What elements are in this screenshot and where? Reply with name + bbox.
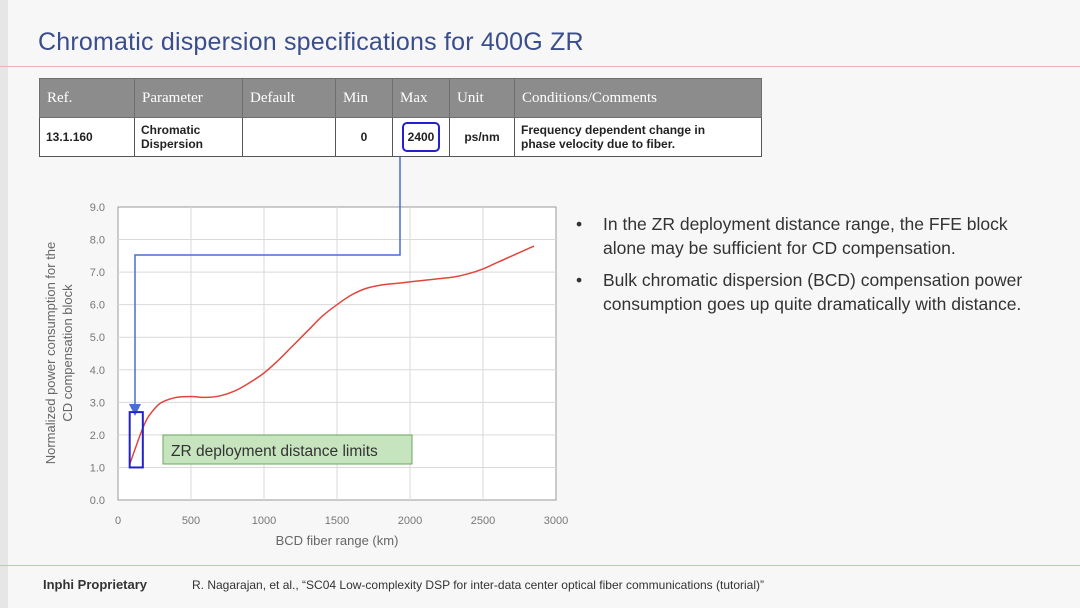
y-tick-label: 2.0 xyxy=(90,430,105,442)
x-tick-label: 2500 xyxy=(471,515,495,527)
annotation-label: ZR deployment distance limits xyxy=(171,443,378,460)
slide-left-bar xyxy=(0,0,8,608)
y-tick-label: 9.0 xyxy=(90,202,105,214)
y-tick-label: 6.0 xyxy=(90,300,105,312)
x-tick-label: 500 xyxy=(182,515,200,527)
y-tick-label: 4.0 xyxy=(90,365,105,377)
bullet-text: Bulk chromatic dispersion (BCD) compensa… xyxy=(603,270,1023,314)
y-axis-label-line2: CD compensation block xyxy=(60,284,75,422)
bullet-dot: • xyxy=(576,270,583,290)
series-line-power xyxy=(128,245,535,465)
x-tick-labels: 0 500 1000 1500 2000 2500 3000 xyxy=(115,515,568,527)
cell-comments-line1: Frequency dependent change in xyxy=(521,123,706,137)
bullet-text: In the ZR deployment distance range, the… xyxy=(603,214,1008,258)
y-tick-label: 3.0 xyxy=(90,397,105,409)
header-parameter: Parameter xyxy=(134,78,243,118)
y-tick-label: 5.0 xyxy=(90,332,105,344)
x-tick-label: 0 xyxy=(115,515,121,527)
header-ref: Ref. xyxy=(39,78,135,118)
title-divider xyxy=(0,66,1080,67)
y-tick-label: 1.0 xyxy=(90,462,105,474)
x-tick-label: 2000 xyxy=(398,515,422,527)
y-tick-labels: 0.0 1.0 2.0 3.0 4.0 5.0 6.0 7.0 8.0 9.0 xyxy=(90,202,105,507)
cell-parameter-line2: Dispersion xyxy=(141,137,204,151)
header-default: Default xyxy=(242,78,336,118)
header-comments: Conditions/Comments xyxy=(514,78,762,118)
cell-comments-line2: phase velocity due to fiber. xyxy=(521,137,676,151)
slide-title: Chromatic dispersion specifications for … xyxy=(38,28,584,56)
grid-lines xyxy=(118,207,556,500)
cell-min: 0 xyxy=(335,117,393,157)
zr-range-highlight-box xyxy=(128,411,144,469)
cell-default xyxy=(242,117,336,157)
cell-max: 2400 xyxy=(392,117,450,157)
x-tick-label: 1000 xyxy=(252,515,276,527)
max-value-highlight: 2400 xyxy=(401,122,441,152)
x-axis-label: BCD fiber range (km) xyxy=(276,533,399,548)
y-tick-label: 7.0 xyxy=(90,267,105,279)
bullet-dot: • xyxy=(576,214,583,234)
max-to-range-connector-arrow xyxy=(129,157,401,416)
header-unit: Unit xyxy=(449,78,515,118)
x-tick-label: 1500 xyxy=(325,515,349,527)
spec-table: Ref. Parameter Default Min Max Unit Cond… xyxy=(39,78,762,157)
cell-parameter: Chromatic Dispersion xyxy=(134,117,243,157)
cell-parameter-line1: Chromatic xyxy=(141,123,201,137)
x-tick-label: 3000 xyxy=(544,515,568,527)
y-tick-label: 0.0 xyxy=(90,495,105,507)
bullet-item: • Bulk chromatic dispersion (BCD) compen… xyxy=(576,268,1026,316)
bullet-item: • In the ZR deployment distance range, t… xyxy=(576,212,1026,260)
header-max: Max xyxy=(392,78,450,118)
table-row: 13.1.160 Chromatic Dispersion 0 2400 ps/… xyxy=(39,117,762,157)
footer-company: Inphi Proprietary xyxy=(43,577,148,592)
header-min: Min xyxy=(335,78,393,118)
cell-comments: Frequency dependent change in phase velo… xyxy=(514,117,762,157)
footer-divider xyxy=(0,565,1080,566)
annotation-box xyxy=(162,434,413,465)
cell-unit: ps/nm xyxy=(449,117,515,157)
y-axis-label-line1: Normalized power consumption for the xyxy=(43,242,58,465)
spec-table-header-row: Ref. Parameter Default Min Max Unit Cond… xyxy=(39,78,762,118)
bullet-list: • In the ZR deployment distance range, t… xyxy=(576,212,1026,324)
footer-reference: R. Nagarajan, et al., “SC04 Low-complexi… xyxy=(192,578,765,592)
y-tick-label: 8.0 xyxy=(90,235,105,247)
